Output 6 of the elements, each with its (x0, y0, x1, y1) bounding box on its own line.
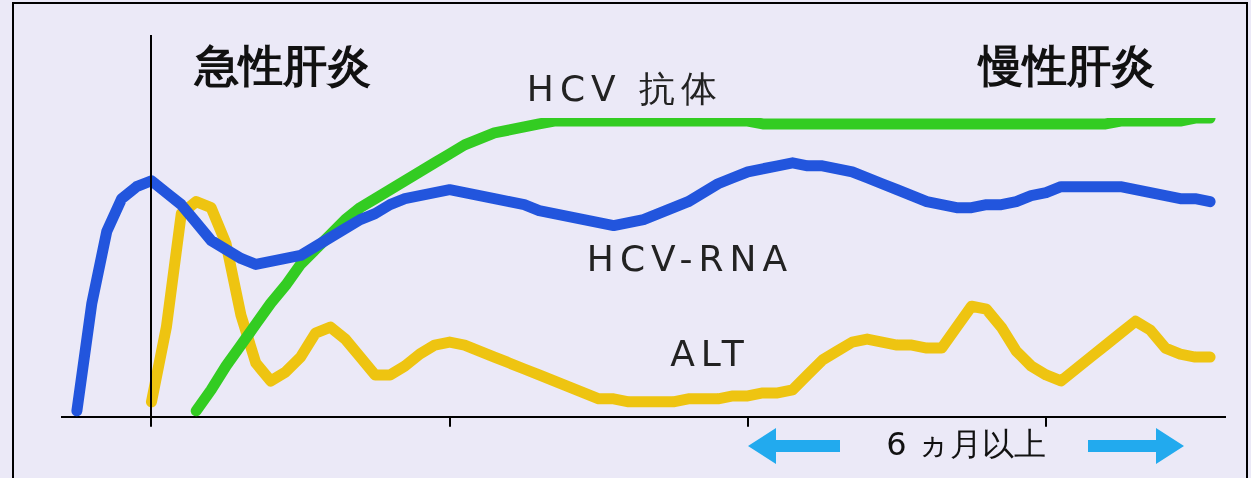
text: 6 ヵ月以上 (886, 425, 1046, 464)
text: 急性肝炎 (193, 40, 371, 92)
series-label: HCV-RNA (586, 238, 794, 280)
text: 慢性肝炎 (977, 40, 1155, 92)
series-label: ALT (670, 333, 750, 375)
series-label: HCV 抗体 (526, 68, 724, 110)
